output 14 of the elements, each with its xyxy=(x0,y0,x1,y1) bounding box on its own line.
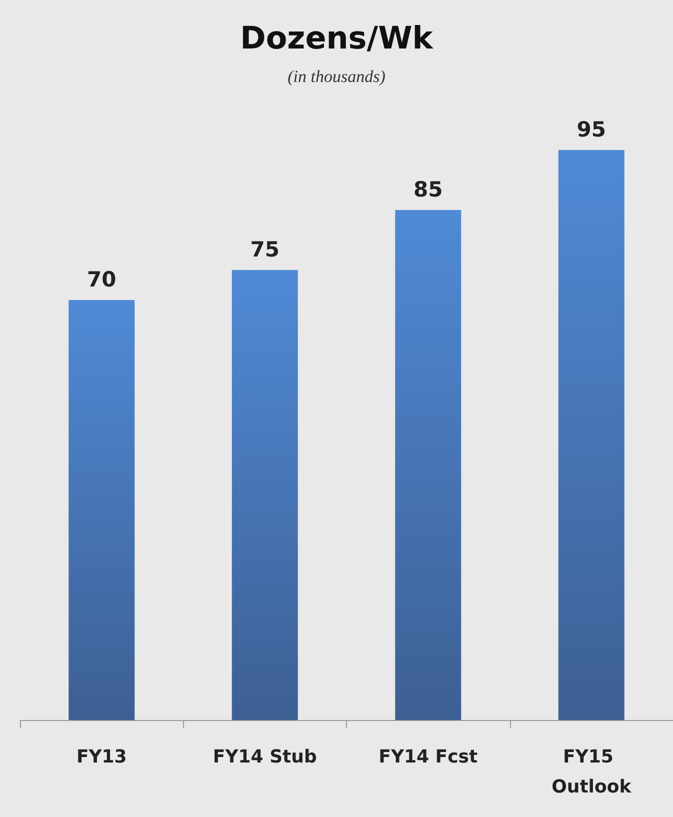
bar xyxy=(232,270,298,720)
chart-subtitle: (in thousands) xyxy=(288,67,386,86)
x-tick-label: FY14 Fcst xyxy=(378,746,478,768)
x-tick-label: FY14 Stub xyxy=(212,746,317,768)
data-label: 75 xyxy=(250,238,280,262)
bar xyxy=(68,300,135,720)
data-label: 95 xyxy=(576,118,606,142)
x-tick-label: FY13 xyxy=(76,746,127,768)
bar xyxy=(558,150,624,720)
bar xyxy=(395,210,462,720)
data-label: 85 xyxy=(414,178,443,202)
chart-title: Dozens/Wk xyxy=(240,20,434,56)
x-tick-label: FY15 Outlook xyxy=(552,746,632,798)
data-label: 70 xyxy=(87,268,116,292)
